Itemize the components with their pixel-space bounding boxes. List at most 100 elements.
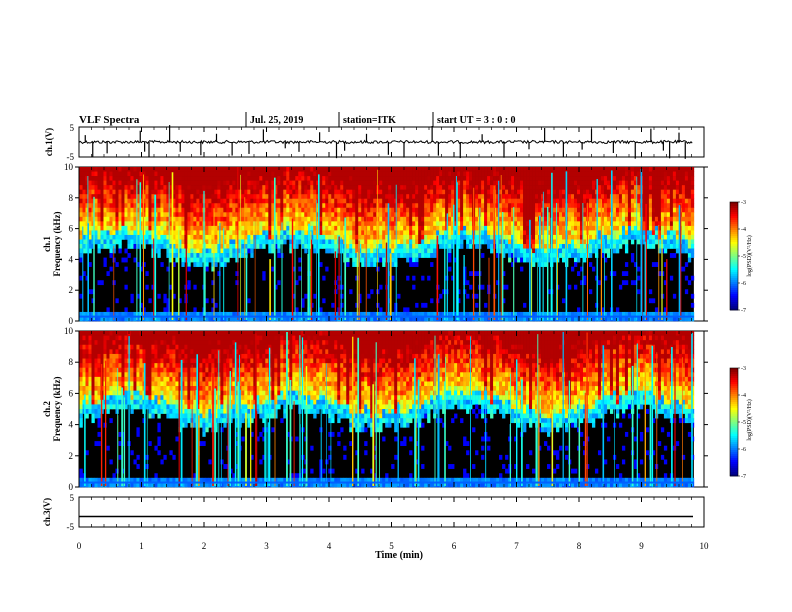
spec-cell <box>250 221 254 227</box>
spec-cell <box>457 244 461 249</box>
spec-cell <box>175 198 179 204</box>
spec-cell <box>627 207 632 213</box>
spec-cell <box>226 185 230 190</box>
spec-cell <box>379 198 383 204</box>
spec-cell <box>535 239 539 245</box>
spec-cell <box>205 207 209 213</box>
spec-cell <box>541 176 545 181</box>
spec-cell <box>535 207 539 213</box>
spec-cell <box>385 212 389 218</box>
spec-cell <box>139 212 143 218</box>
spec-cell <box>597 216 602 222</box>
spec-cell <box>588 311 593 317</box>
spec-cell <box>100 207 104 213</box>
spec-cell <box>184 198 188 204</box>
spec-cell <box>145 216 149 222</box>
spec-cell <box>603 207 608 213</box>
spec-cell <box>238 189 242 195</box>
spec-cell <box>642 198 647 204</box>
spec-cell <box>142 311 146 317</box>
spec-cell <box>571 248 575 254</box>
spec-cell <box>499 221 503 227</box>
spec-cell <box>403 207 407 213</box>
spec-cell <box>675 316 680 322</box>
spec-cell <box>91 409 95 414</box>
spec-cell <box>600 216 605 222</box>
spec-cell <box>295 280 299 286</box>
spec-cell <box>648 298 653 304</box>
spec-cell <box>520 230 524 236</box>
spec-cell <box>97 413 101 419</box>
spec-cell <box>166 176 170 181</box>
spec-cell <box>139 171 143 177</box>
spec-cell <box>166 248 170 254</box>
spec-cell <box>514 176 518 181</box>
spec-cell <box>678 176 683 181</box>
spec-cell <box>684 316 689 322</box>
spec-cell <box>79 413 83 419</box>
spec-cell <box>559 167 563 172</box>
spec-cell <box>615 234 620 240</box>
spec-cell <box>523 316 527 322</box>
spec-cell <box>657 198 662 204</box>
spec-cell <box>325 239 329 245</box>
spec-cell <box>346 189 350 195</box>
spec-cell <box>588 189 593 195</box>
spec-cell <box>319 262 323 267</box>
spec-cell <box>160 311 164 317</box>
spec-cell <box>322 216 326 222</box>
spec-cell <box>463 311 467 317</box>
spec-cell <box>97 239 101 245</box>
spec-cell <box>256 311 260 317</box>
spec-cell <box>418 230 422 236</box>
spec-cell <box>85 413 89 419</box>
spec-cell <box>331 244 335 249</box>
spec-cell <box>618 284 623 290</box>
spec-cell <box>112 171 116 177</box>
spec-cell <box>232 221 236 227</box>
spec-cell <box>385 194 389 200</box>
spec-cell <box>526 234 530 240</box>
spec-cell <box>163 316 167 322</box>
spec-cell <box>283 216 287 222</box>
spec-cell <box>424 189 428 195</box>
spec-cell <box>663 203 668 209</box>
spec-cell <box>133 180 137 186</box>
spec-cell <box>463 275 467 281</box>
spec-cell <box>331 185 335 190</box>
spec-cell <box>612 176 617 181</box>
spec-cell <box>328 221 332 227</box>
spec-cell <box>654 230 659 236</box>
spec-cell <box>145 176 149 181</box>
spec-cell <box>382 225 386 231</box>
spec-cell <box>97 207 101 213</box>
spec-cell <box>571 230 575 236</box>
spec-cell <box>214 230 218 236</box>
spec-cell <box>250 234 254 240</box>
spec-cell <box>427 212 431 218</box>
spec-cell <box>109 189 113 195</box>
spec-cell <box>511 221 515 227</box>
spec-cell <box>358 185 362 190</box>
spec-cell <box>654 311 659 317</box>
spec-cell <box>490 311 494 317</box>
spec-cell <box>130 293 134 299</box>
spec-cell <box>235 176 239 181</box>
spec-cell <box>94 363 98 369</box>
spec-cell <box>454 171 458 177</box>
spec-cell <box>427 275 431 281</box>
spec-cell <box>301 244 305 249</box>
spec-cell <box>645 180 650 186</box>
spec-cell <box>352 239 356 245</box>
spec-cell <box>127 253 131 258</box>
spec-cell <box>127 189 131 195</box>
spec-cell <box>139 185 143 190</box>
spec-cell <box>421 203 425 209</box>
spec-cell <box>163 207 167 213</box>
spec-cell <box>442 207 446 213</box>
spec-cell <box>376 234 380 240</box>
spec-cell <box>654 225 659 231</box>
spec-cell <box>208 171 212 177</box>
spec-cell <box>490 212 494 218</box>
spec-cell <box>645 316 650 322</box>
